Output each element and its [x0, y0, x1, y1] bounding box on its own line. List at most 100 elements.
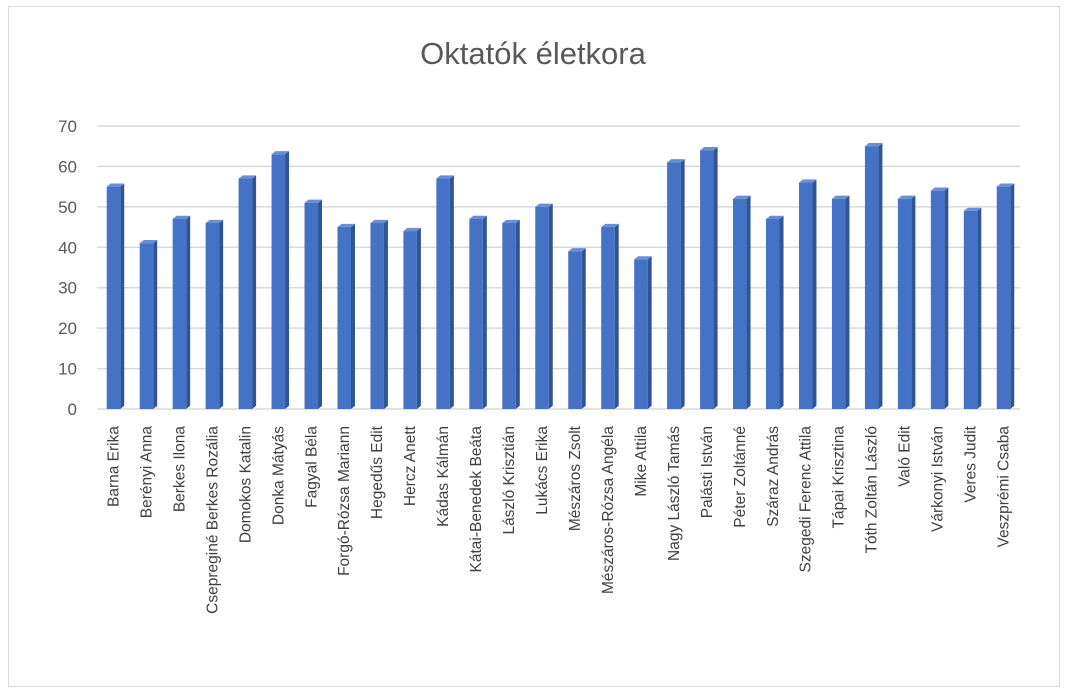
bar: [930, 187, 949, 409]
x-tick-label: Palásti István: [699, 426, 716, 518]
bar-top: [535, 203, 553, 207]
bar-front: [733, 198, 747, 409]
bar-front: [897, 198, 912, 409]
bar-front: [831, 198, 846, 409]
bar-side: [647, 256, 652, 409]
bar-side: [845, 195, 850, 409]
y-tick-label: 50: [58, 198, 77, 217]
x-tick-label: László Krisztián: [501, 426, 518, 535]
x-tick-label: Tóth Zoltán László: [864, 426, 881, 554]
bar-front: [798, 182, 813, 409]
bar-side: [350, 223, 355, 409]
bar-side: [383, 219, 388, 409]
x-tick-label: Donka Mátyás: [270, 426, 287, 525]
bar-top: [139, 240, 158, 244]
bar-top: [172, 215, 191, 219]
x-tick-label: Barna Erika: [105, 426, 122, 507]
bar-top: [601, 223, 619, 228]
bar: [568, 248, 586, 409]
bar-side: [977, 207, 982, 409]
bar-side: [153, 240, 158, 409]
bar-side: [285, 151, 290, 409]
bar-side: [878, 143, 883, 409]
bar-front: [766, 218, 780, 409]
bar-side: [548, 203, 553, 409]
bar-side: [1010, 183, 1015, 409]
bar-top: [238, 175, 257, 179]
bar: [831, 195, 850, 409]
bar-top: [963, 207, 982, 211]
bar-top: [798, 179, 817, 183]
y-tick-label: 70: [58, 117, 77, 136]
x-tick-label: Berényi Anna: [138, 426, 155, 519]
bar: [469, 215, 487, 409]
x-tick-label: Fagyal Béla: [303, 426, 320, 508]
bar-front: [436, 178, 450, 409]
bar: [733, 195, 751, 409]
bar-front: [568, 251, 582, 409]
bar-side: [944, 187, 949, 409]
bar: [304, 199, 323, 409]
bar-front: [172, 218, 187, 409]
bar: [963, 207, 982, 409]
bar: [766, 215, 784, 409]
bar-front: [238, 178, 253, 409]
x-tick-label: Való Edit: [897, 425, 914, 487]
bar: [864, 143, 883, 409]
bar-top: [502, 219, 520, 224]
x-tick-label: Mike Attila: [633, 426, 650, 497]
bar-top: [403, 227, 421, 232]
bar: [667, 159, 685, 409]
bar-top: [469, 215, 487, 219]
bar-side: [416, 227, 421, 409]
bar-side: [120, 183, 125, 409]
bar: [634, 256, 652, 409]
bar-side: [186, 215, 191, 409]
bar-top: [304, 199, 323, 203]
bar: [798, 179, 817, 409]
y-tick-label: 60: [58, 157, 77, 176]
bar: [106, 183, 125, 409]
x-tick-label: Veres Judit: [963, 425, 980, 502]
x-tick-label: Száraz András: [765, 426, 782, 527]
bar-top: [337, 223, 355, 228]
bar-front: [139, 243, 154, 409]
bar-top: [667, 159, 685, 163]
bar: [436, 175, 454, 409]
bar-top: [634, 256, 652, 260]
bar-top: [930, 187, 949, 191]
bar-side: [746, 195, 751, 409]
x-tick-label: Mészáros Zsolt: [567, 425, 584, 531]
bar-front: [271, 154, 286, 409]
bar: [535, 203, 553, 409]
bar-top: [205, 219, 224, 224]
bar-front: [304, 202, 319, 409]
x-tick-label: Tápai Krisztina: [831, 426, 848, 529]
bar-front: [106, 186, 121, 409]
bar: [897, 195, 916, 409]
bar-side: [911, 195, 916, 409]
bar-top: [370, 219, 388, 224]
bar: [271, 151, 290, 409]
bar-front: [205, 223, 220, 409]
bar-side: [219, 219, 224, 409]
bar: [370, 219, 388, 409]
bar-top: [831, 195, 850, 199]
bar-front: [601, 227, 615, 409]
bar-side: [812, 179, 817, 409]
x-tick-label: Hercz Anett: [402, 425, 419, 506]
bar-top: [996, 183, 1015, 187]
bar-front: [370, 223, 384, 409]
y-tick-label: 20: [58, 319, 77, 338]
bar-top: [568, 248, 586, 252]
bar-side: [581, 248, 586, 409]
y-tick-label: 10: [58, 360, 77, 379]
x-tick-label: Nagy László Tamás: [666, 426, 683, 561]
x-tick-label: Várkonyi István: [930, 426, 947, 532]
bar: [172, 215, 191, 409]
bar-top: [897, 195, 916, 199]
bar-top: [436, 175, 454, 179]
x-tick-label: Kátai-Benedek Beáta: [468, 426, 485, 573]
x-tick-label: Berkes Ilona: [171, 426, 188, 513]
bar-side: [252, 175, 257, 409]
